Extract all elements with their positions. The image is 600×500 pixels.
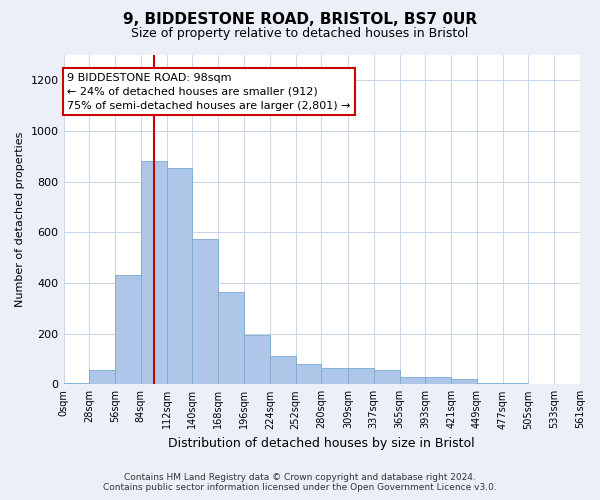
Bar <box>400 376 425 384</box>
Bar <box>477 383 503 384</box>
Bar <box>141 162 167 384</box>
X-axis label: Distribution of detached houses by size in Bristol: Distribution of detached houses by size … <box>169 437 475 450</box>
Bar <box>425 376 451 384</box>
Bar <box>374 370 400 384</box>
Bar <box>296 364 322 384</box>
Bar <box>89 370 115 384</box>
Bar <box>167 168 193 384</box>
Bar <box>64 383 89 384</box>
Bar <box>218 292 244 384</box>
Bar <box>244 335 270 384</box>
Bar <box>115 276 141 384</box>
Bar <box>451 379 477 384</box>
Y-axis label: Number of detached properties: Number of detached properties <box>15 132 25 308</box>
Bar <box>503 383 529 384</box>
Text: Contains HM Land Registry data © Crown copyright and database right 2024.
Contai: Contains HM Land Registry data © Crown c… <box>103 473 497 492</box>
Bar <box>270 356 296 384</box>
Text: 9, BIDDESTONE ROAD, BRISTOL, BS7 0UR: 9, BIDDESTONE ROAD, BRISTOL, BS7 0UR <box>123 12 477 28</box>
Text: Size of property relative to detached houses in Bristol: Size of property relative to detached ho… <box>131 28 469 40</box>
Bar <box>193 238 218 384</box>
Bar <box>322 368 348 384</box>
Text: 9 BIDDESTONE ROAD: 98sqm
← 24% of detached houses are smaller (912)
75% of semi-: 9 BIDDESTONE ROAD: 98sqm ← 24% of detach… <box>67 72 351 110</box>
Bar <box>348 368 374 384</box>
